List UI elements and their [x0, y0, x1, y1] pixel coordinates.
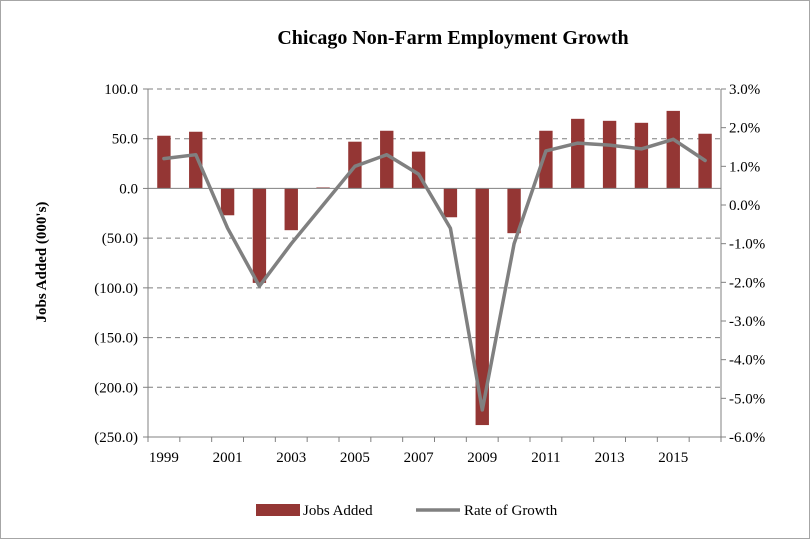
- right-tick-label: -4.0%: [729, 353, 765, 369]
- bar-2015: [667, 111, 680, 189]
- x-tick-label: 2015: [658, 450, 688, 466]
- right-tick-label: 2.0%: [729, 121, 760, 137]
- chart-title: Chicago Non-Farm Employment Growth: [277, 27, 628, 49]
- left-tick-label: 100.0: [104, 82, 138, 98]
- left-tick-label: (50.0): [102, 231, 138, 247]
- x-tick-label: 2009: [467, 450, 497, 466]
- bar-2001: [221, 188, 234, 215]
- right-tick-label: -2.0%: [729, 275, 765, 291]
- bar-1999: [157, 136, 170, 189]
- right-tick-label: 3.0%: [729, 82, 760, 98]
- right-tick-label: 0.0%: [729, 198, 760, 214]
- bar-2000: [189, 132, 202, 189]
- x-tick-label: 2001: [213, 450, 243, 466]
- right-tick-label: -6.0%: [729, 430, 765, 446]
- bar-2013: [603, 121, 616, 189]
- left-tick-label: (200.0): [94, 380, 138, 396]
- bar-2014: [635, 123, 648, 189]
- legend-label-jobs-added: Jobs Added: [303, 503, 373, 519]
- bar-2006: [380, 131, 393, 189]
- left-tick-label: (100.0): [94, 281, 138, 297]
- left-tick-label: (250.0): [94, 430, 138, 446]
- legend-label-rate-of-growth: Rate of Growth: [464, 503, 558, 519]
- bar-2008: [444, 188, 457, 217]
- left-tick-label: 0.0: [119, 181, 138, 197]
- x-tick-label: 2007: [404, 450, 435, 466]
- line-series: [164, 139, 705, 410]
- x-tick-label: 1999: [149, 450, 179, 466]
- rate-of-growth-line: [164, 139, 705, 410]
- legend: Jobs Added Rate of Growth: [256, 503, 558, 519]
- y-axis-label: Jobs Added (000's): [34, 202, 50, 323]
- right-tick-label: -3.0%: [729, 314, 765, 330]
- left-tick-label: 50.0: [112, 132, 138, 148]
- bar-2002: [253, 188, 266, 282]
- legend-swatch-jobs-added: [256, 504, 300, 516]
- bar-2012: [571, 119, 584, 189]
- bar-series: [157, 111, 712, 425]
- bar-2003: [285, 188, 298, 230]
- right-tick-label: -5.0%: [729, 391, 765, 407]
- right-tick-label: 1.0%: [729, 159, 760, 175]
- right-tick-label: -1.0%: [729, 237, 765, 253]
- x-tick-label: 2003: [276, 450, 306, 466]
- x-tick-label: 2013: [595, 450, 625, 466]
- x-tick-label: 2011: [531, 450, 560, 466]
- x-tick-label: 2005: [340, 450, 370, 466]
- left-tick-label: (150.0): [94, 331, 138, 347]
